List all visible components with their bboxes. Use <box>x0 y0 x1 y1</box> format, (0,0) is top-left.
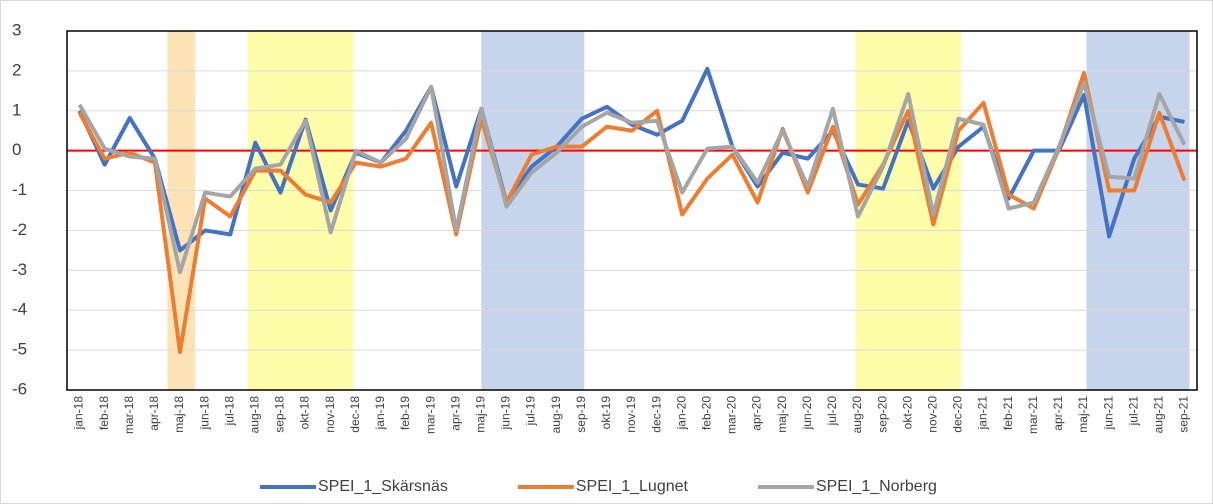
x-tick-label: maj-20 <box>775 396 789 433</box>
y-tick-label: 2 <box>12 60 21 79</box>
y-tick-label: -1 <box>12 180 27 199</box>
x-tick-label: jun-19 <box>499 396 513 431</box>
x-tick-label: maj-21 <box>1076 396 1090 433</box>
x-tick-label: jun-20 <box>800 396 814 431</box>
plot-border <box>66 30 1198 391</box>
x-tick-label: okt-19 <box>599 396 613 430</box>
x-tick-label: mar-19 <box>423 396 437 434</box>
x-tick-label: jul-19 <box>524 396 538 427</box>
shaded-period <box>481 31 585 390</box>
x-tick-label: feb-18 <box>97 396 111 430</box>
legend-label: SPEI_1_Skärsnäs <box>318 478 448 495</box>
x-tick-label: jun-18 <box>197 396 211 431</box>
y-tick-label: -2 <box>12 220 27 239</box>
shaded-period <box>855 31 961 390</box>
x-tick-label: feb-20 <box>700 396 714 430</box>
x-tick-label: jul-21 <box>1126 396 1140 427</box>
y-tick-label: 3 <box>12 20 21 39</box>
x-tick-label: apr-20 <box>750 396 764 431</box>
x-tick-label: mar-18 <box>122 396 136 434</box>
y-tick-label: 0 <box>12 140 21 159</box>
x-tick-label: jan-21 <box>976 396 990 431</box>
x-tick-label: okt-20 <box>900 396 914 430</box>
x-tick-label: dec-20 <box>951 396 965 433</box>
x-tick-label: aug-21 <box>1152 396 1166 434</box>
x-tick-label: dec-19 <box>649 396 663 433</box>
y-tick-label: -4 <box>12 300 27 319</box>
x-tick-label: jan-18 <box>72 396 86 431</box>
x-tick-label: dec-18 <box>348 396 362 433</box>
x-tick-label: feb-21 <box>1001 396 1015 430</box>
x-tick-label: sep-20 <box>875 396 889 433</box>
x-tick-label: sep-18 <box>273 396 287 433</box>
x-tick-label: maj-19 <box>474 396 488 433</box>
x-tick-label: sep-19 <box>574 396 588 433</box>
x-tick-label: apr-18 <box>147 396 161 431</box>
shaded-period <box>1086 31 1190 390</box>
x-tick-label: apr-19 <box>448 396 462 431</box>
x-tick-label: aug-20 <box>850 396 864 434</box>
x-tick-label: jan-19 <box>373 396 387 431</box>
y-tick-label: 1 <box>12 100 21 119</box>
shaded-period <box>167 31 196 390</box>
x-tick-label: mar-21 <box>1026 396 1040 434</box>
x-tick-label: apr-21 <box>1051 396 1065 431</box>
y-tick-label: -6 <box>12 379 27 398</box>
x-tick-label: aug-19 <box>549 396 563 434</box>
x-tick-label: nov-20 <box>926 396 940 433</box>
x-tick-label: aug-18 <box>248 396 262 434</box>
x-tick-label: jul-18 <box>222 396 236 427</box>
shaded-periods <box>167 31 1190 390</box>
x-tick-label: jun-21 <box>1101 396 1115 431</box>
x-tick-label: okt-18 <box>298 396 312 430</box>
x-tick-label: mar-20 <box>725 396 739 434</box>
y-tick-label: -3 <box>12 260 27 279</box>
series-line <box>77 70 1187 355</box>
x-tick-label: jul-20 <box>825 396 839 427</box>
x-tick-label: nov-18 <box>323 396 337 433</box>
legend-label: SPEI_1_Norberg <box>816 478 937 495</box>
x-tick-label: maj-18 <box>172 396 186 433</box>
x-tick-label: sep-21 <box>1177 396 1191 433</box>
y-tick-label: -5 <box>12 340 27 359</box>
legend-label: SPEI_1_Lugnet <box>576 478 689 495</box>
series-line <box>77 80 1187 275</box>
x-tick-label: nov-19 <box>624 396 638 433</box>
x-tick-label: jan-20 <box>674 396 688 431</box>
x-tick-label: feb-19 <box>398 396 412 430</box>
